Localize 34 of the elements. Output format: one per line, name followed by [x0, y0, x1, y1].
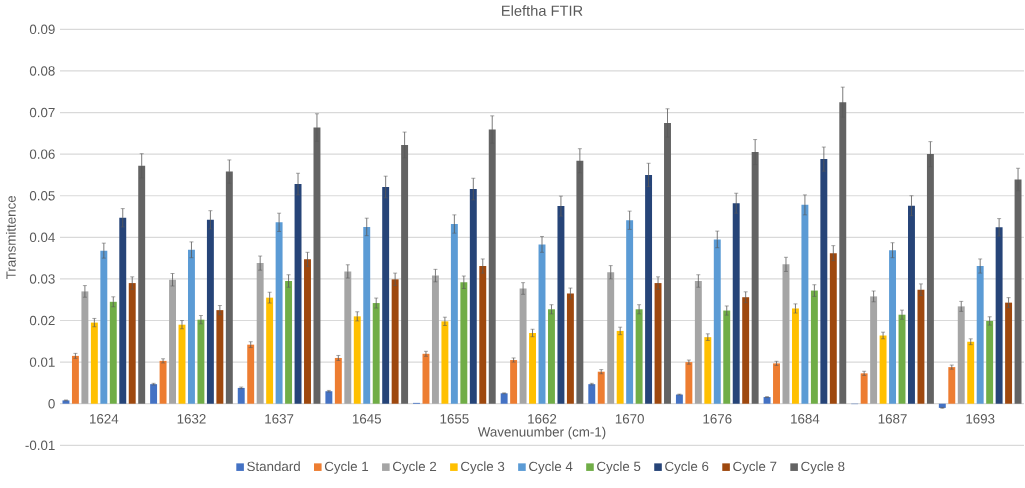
- y-tick-label: 0.06: [29, 149, 55, 159]
- y-tick-label: 0.05: [29, 191, 55, 201]
- x-tick-label: 1624: [90, 414, 119, 424]
- x-tick-label: 1632: [177, 414, 206, 424]
- chart-title: Eleftha FTIR: [502, 5, 583, 16]
- legend-label: Cycle 2: [392, 461, 437, 474]
- legend-label: Cycle 7: [733, 461, 777, 474]
- y-tick-label: 0.09: [29, 24, 55, 35]
- x-tick-label: 1693: [966, 414, 995, 424]
- x-tick-label: 1670: [615, 414, 644, 424]
- x-tick-label: 1662: [528, 414, 557, 424]
- legend-label: Cycle 1: [324, 461, 369, 474]
- legend-label: Cycle 8: [801, 461, 845, 474]
- y-axis-title: Transmittence: [5, 195, 16, 280]
- y-tick-label: 0.01: [29, 357, 55, 367]
- x-tick-label: 1676: [703, 414, 732, 424]
- y-tick-label: 0.04: [29, 232, 55, 243]
- x-tick-label: 1655: [440, 414, 469, 424]
- legend-label: Standard: [247, 461, 300, 472]
- legend-label: Cycle 3: [461, 461, 505, 474]
- y-tick-label: 0.07: [29, 107, 55, 118]
- legend-label: Cycle 6: [665, 461, 709, 474]
- y-tick-label: 0.02: [29, 315, 55, 326]
- x-tick-label: 1684: [791, 414, 820, 424]
- y-tick-label: 0: [48, 399, 55, 409]
- y-tick-label: -0.01: [25, 440, 55, 451]
- x-tick-label: 1645: [352, 414, 381, 424]
- x-tick-label: 1637: [265, 414, 294, 424]
- x-axis-title: Wavenuumber (cm-1): [477, 426, 606, 440]
- legend-label: Cycle 4: [529, 461, 573, 474]
- y-tick-label: 0.08: [29, 66, 55, 76]
- y-tick-label: 0.03: [29, 274, 55, 284]
- x-tick-label: 1687: [878, 414, 907, 424]
- legend-label: Cycle 5: [597, 461, 641, 474]
